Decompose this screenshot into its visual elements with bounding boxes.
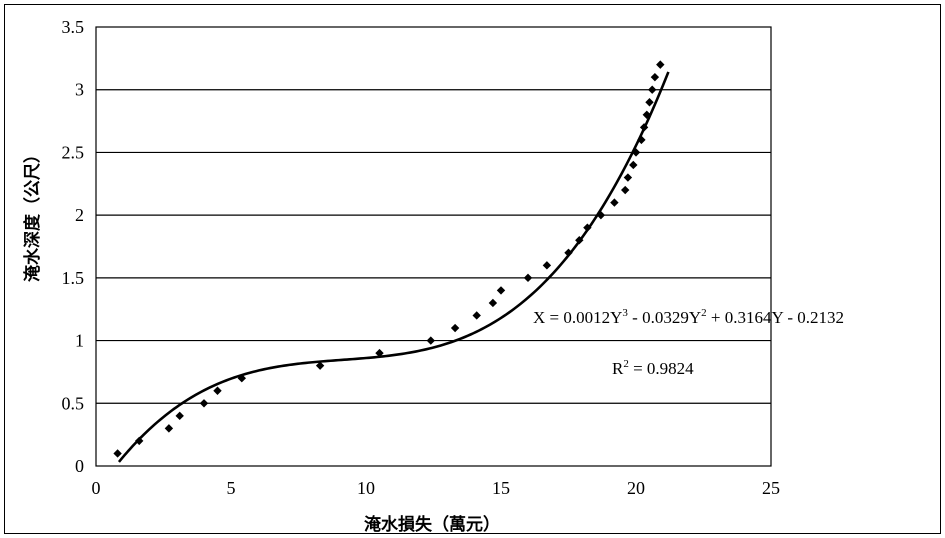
r2-prefix: R	[612, 359, 624, 378]
data-points	[113, 60, 665, 458]
chart-frame	[4, 4, 941, 534]
data-point	[629, 160, 638, 170]
y-tick-label: 1	[75, 331, 84, 351]
data-point	[542, 261, 552, 270]
y-tick-label: 0	[75, 456, 84, 476]
equation-part-3: + 0.3164Y - 0.2132	[707, 308, 844, 327]
y-tick-label: 3	[75, 80, 84, 100]
x-tick-label: 15	[492, 478, 510, 498]
data-point	[213, 386, 222, 395]
data-point	[631, 148, 641, 157]
data-point	[375, 348, 384, 358]
y-tick-label: 1.5	[62, 268, 85, 288]
equation-exp-2: 2	[701, 307, 707, 319]
data-point	[610, 198, 619, 207]
data-point	[639, 123, 649, 132]
plot-area-border	[95, 26, 772, 467]
data-point	[645, 98, 654, 107]
data-point	[199, 399, 209, 408]
equation-part-1: X = 0.0012Y	[533, 308, 622, 327]
x-tick-label: 20	[627, 478, 645, 498]
grid-lines	[96, 89, 771, 404]
data-point	[648, 85, 657, 94]
r-squared-annotation: R2 = 0.9824	[612, 358, 694, 378]
data-point	[637, 135, 646, 145]
y-axis-title: 淹水深度（公尺）	[22, 146, 43, 282]
data-point	[164, 424, 174, 433]
data-point	[523, 273, 533, 283]
data-point	[472, 311, 481, 320]
data-point	[488, 298, 498, 308]
data-point	[575, 236, 584, 245]
y-tick-labels: 0 0.5 1 1.5 2 2.5 3 3.5	[62, 17, 85, 476]
x-tick-labels: 0 5 10 15 20 25	[92, 478, 781, 498]
data-point	[450, 323, 460, 333]
data-point	[596, 210, 606, 220]
y-tick-label: 0.5	[62, 393, 85, 413]
x-axis-title: 淹水損失（萬元）	[364, 514, 500, 535]
data-point	[113, 449, 122, 458]
y-tick-label: 2	[75, 205, 84, 225]
x-tick-label: 5	[227, 478, 236, 498]
r2-suffix: = 0.9824	[629, 359, 694, 378]
data-point	[175, 411, 184, 421]
data-point	[583, 223, 592, 232]
x-tick-label: 0	[92, 478, 101, 498]
data-point	[315, 361, 325, 370]
y-tick-label: 3.5	[62, 17, 85, 37]
trend-line	[117, 71, 670, 463]
r2-exp: 2	[623, 358, 629, 370]
x-tick-label: 25	[762, 478, 780, 498]
equation-part-2: - 0.0329Y	[628, 308, 701, 327]
data-point	[237, 374, 246, 383]
data-point	[621, 185, 630, 195]
data-point	[623, 173, 633, 182]
data-point	[426, 336, 435, 345]
data-point	[135, 436, 144, 446]
data-point	[564, 248, 573, 257]
data-point	[642, 110, 651, 119]
equation-annotation: X = 0.0012Y3 - 0.0329Y2 + 0.3164Y - 0.21…	[533, 307, 844, 327]
data-point	[496, 286, 506, 295]
data-point	[650, 72, 660, 82]
equation-exp-3: 3	[622, 307, 628, 319]
x-tick-label: 10	[357, 478, 375, 498]
y-tick-label: 2.5	[62, 142, 85, 162]
data-point	[656, 60, 665, 69]
